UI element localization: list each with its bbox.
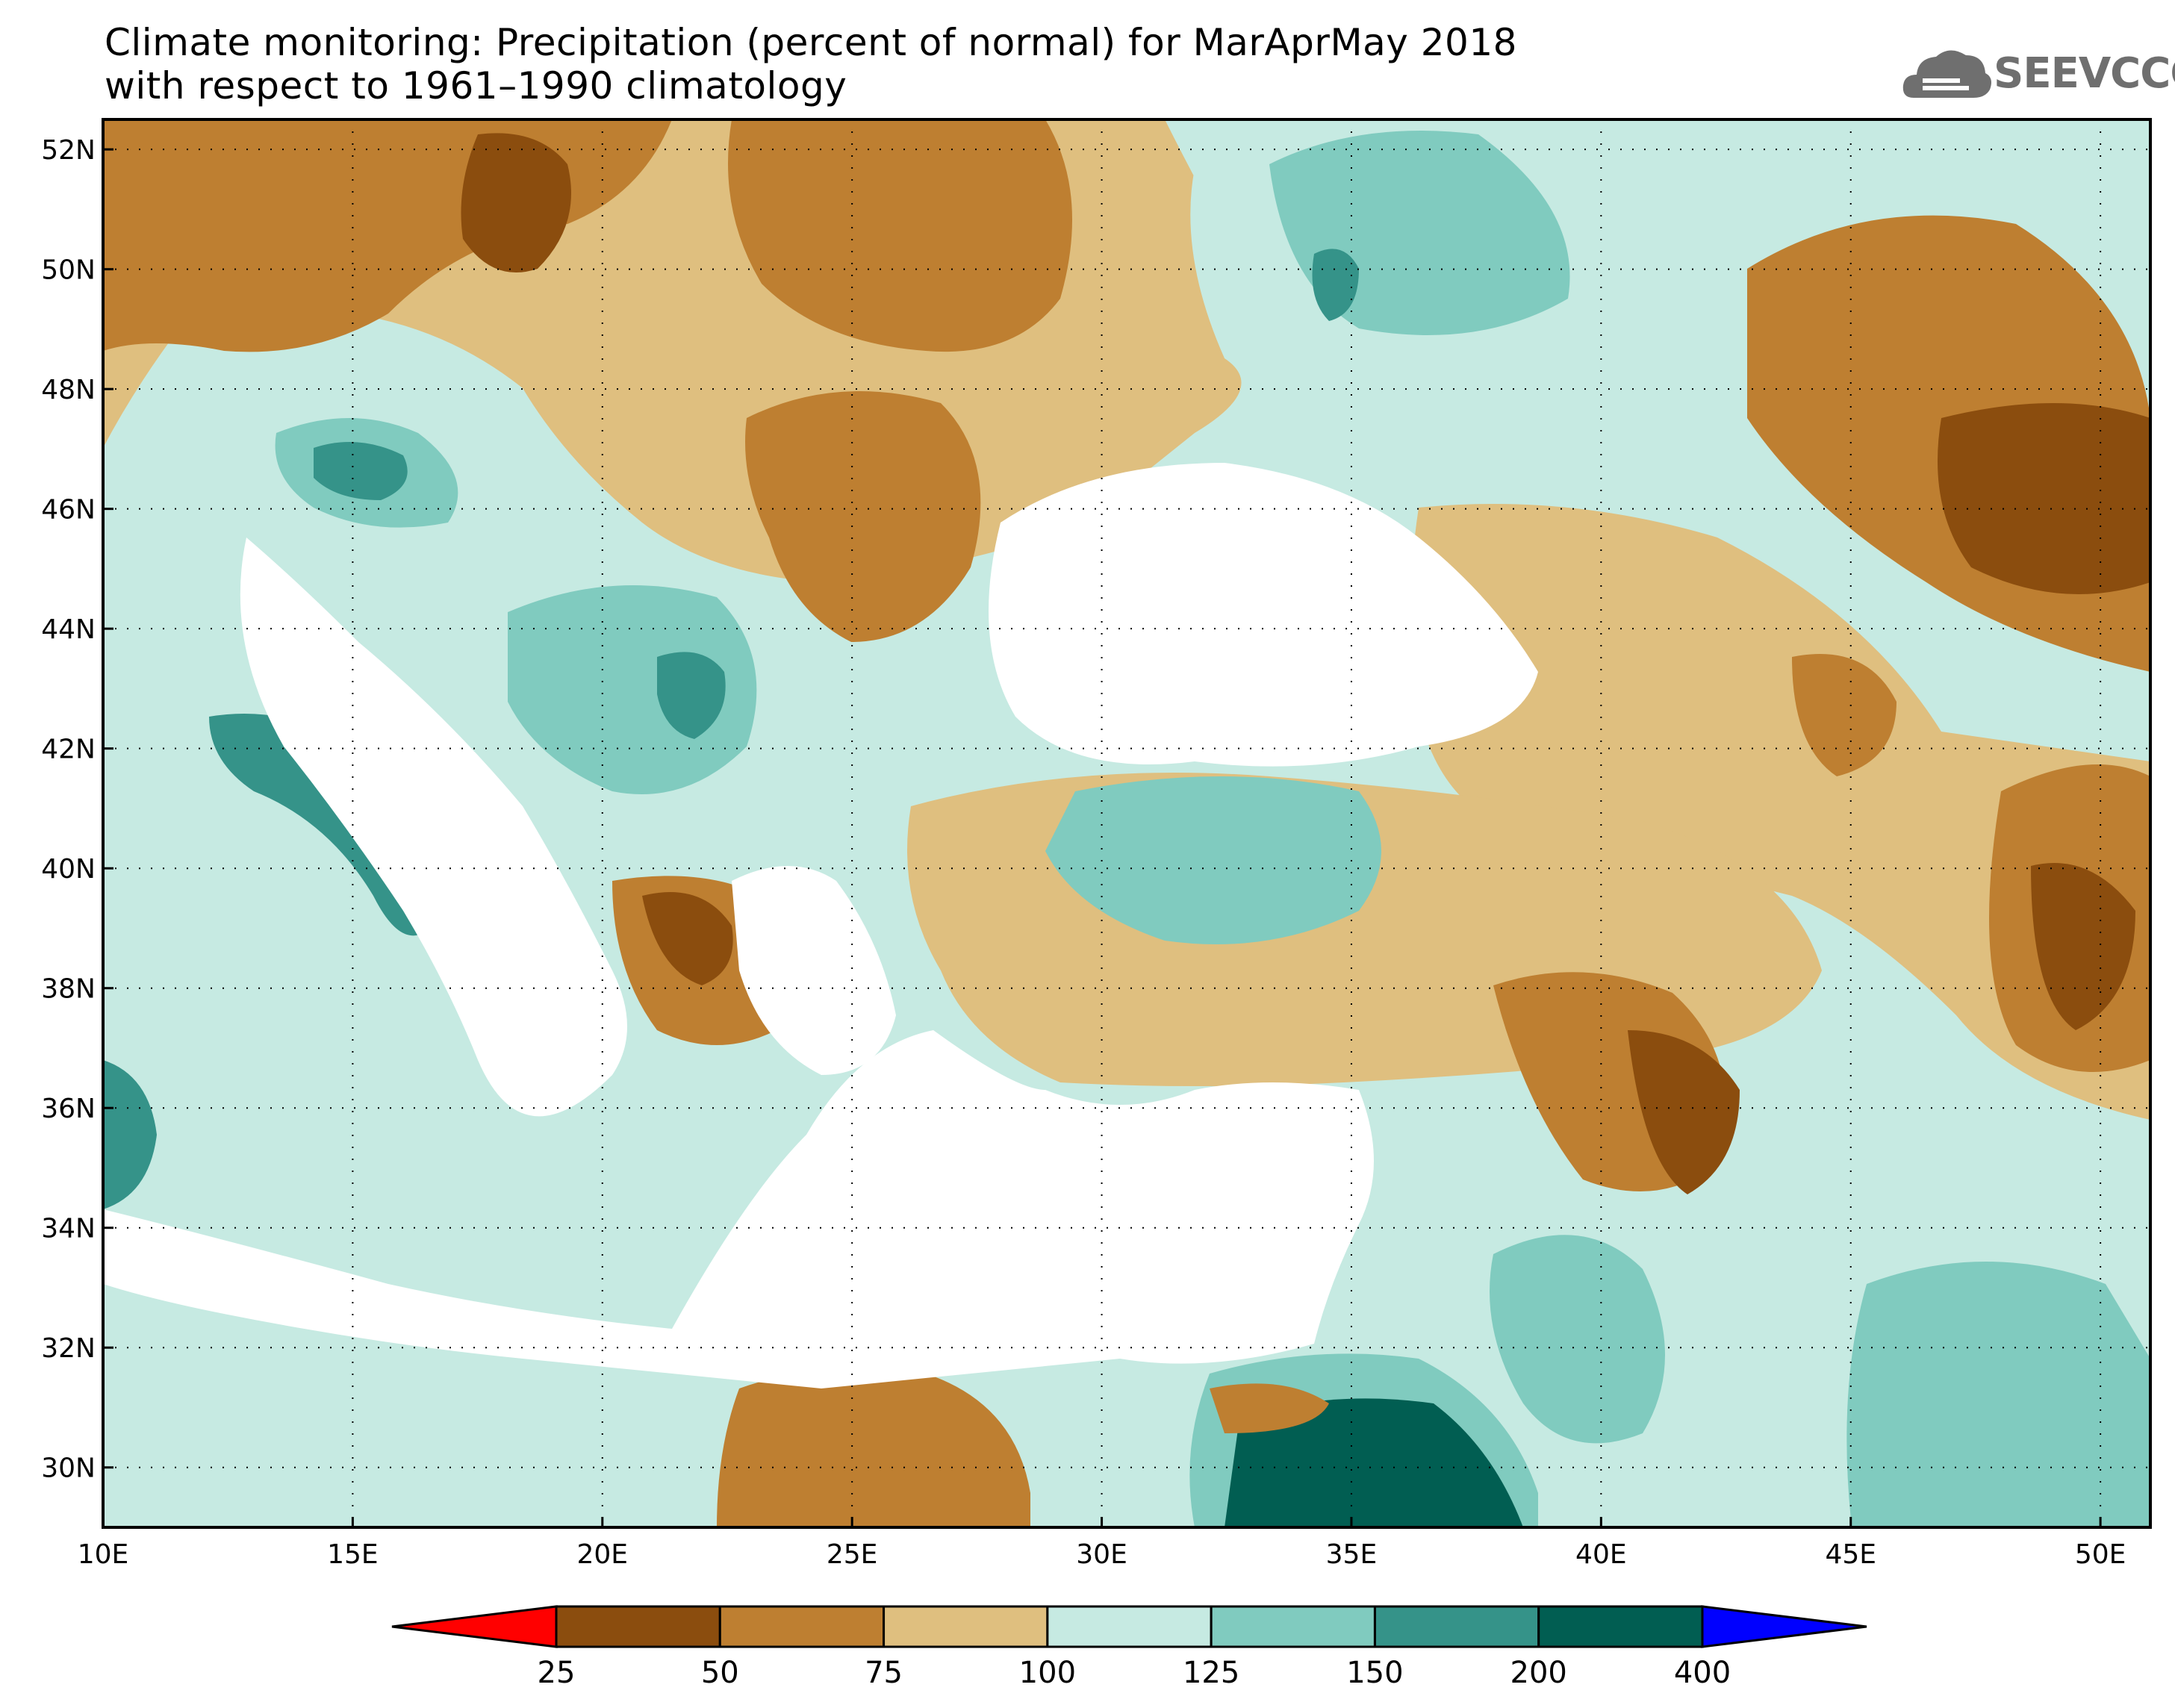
lon-tick-label: 15E bbox=[327, 1539, 379, 1570]
lat-tick-label: 30N bbox=[41, 1453, 96, 1484]
map-area bbox=[103, 119, 2150, 1527]
legend-swatch bbox=[1701, 1605, 1867, 1648]
title-line-2: with respect to 1961–1990 climatology bbox=[105, 64, 847, 107]
legend-label: 75 bbox=[865, 1656, 903, 1690]
lon-tick-label: 25E bbox=[827, 1539, 878, 1570]
legend-swatch bbox=[1373, 1605, 1540, 1648]
lon-tick-label: 30E bbox=[1076, 1539, 1127, 1570]
lon-tick-label: 40E bbox=[1575, 1539, 1627, 1570]
legend-swatch bbox=[1046, 1605, 1213, 1648]
map-frame bbox=[102, 118, 2152, 1529]
lat-tick-label: 50N bbox=[41, 255, 96, 286]
legend-label: 200 bbox=[1510, 1656, 1567, 1690]
lon-tick-label: 10E bbox=[78, 1539, 129, 1570]
lat-tick-label: 38N bbox=[41, 974, 96, 1005]
legend-label: 150 bbox=[1346, 1656, 1403, 1690]
lat-tick-label: 36N bbox=[41, 1094, 96, 1124]
lon-tick-label: 20E bbox=[576, 1539, 628, 1570]
axis-ticks: 10E 15E 20E 25E 30E 35E 40E 45E 50E 30N 32N 34N 36N 3… bbox=[41, 135, 2126, 1570]
legend-swatch bbox=[391, 1605, 558, 1648]
legend-swatch bbox=[883, 1605, 1049, 1648]
legend-swatch bbox=[718, 1605, 886, 1648]
legend-swatch bbox=[555, 1605, 721, 1648]
legend-label: 100 bbox=[1019, 1656, 1076, 1690]
legend-swatch bbox=[1210, 1605, 1376, 1648]
legend-label: 25 bbox=[538, 1656, 576, 1690]
legend-label: 125 bbox=[1183, 1656, 1239, 1690]
lat-tick-label: 44N bbox=[41, 614, 96, 645]
lon-tick-label: 50E bbox=[2075, 1539, 2126, 1570]
lat-tick-label: 48N bbox=[41, 375, 96, 405]
lat-tick-label: 42N bbox=[41, 735, 96, 765]
legend-label: 50 bbox=[701, 1656, 739, 1690]
lat-tick-label: 52N bbox=[41, 135, 96, 166]
legend-label: 400 bbox=[1674, 1656, 1731, 1690]
logo: SEEVCCC bbox=[1900, 42, 2175, 109]
lat-tick-label: 46N bbox=[41, 495, 96, 526]
lat-tick-label: 34N bbox=[41, 1214, 96, 1244]
lat-tick-label: 40N bbox=[41, 854, 96, 885]
lon-tick-label: 45E bbox=[1825, 1539, 1876, 1570]
title-block: Climate monitoring: Precipitation (perce… bbox=[105, 21, 1517, 107]
cloud-icon bbox=[1902, 50, 1991, 98]
logo-text: SEEVCCC bbox=[1994, 49, 2175, 98]
lon-tick-label: 35E bbox=[1326, 1539, 1378, 1570]
lat-tick-label: 32N bbox=[41, 1333, 96, 1364]
legend-swatch bbox=[1537, 1605, 1704, 1648]
title-line-1: Climate monitoring: Precipitation (perce… bbox=[105, 21, 1517, 64]
